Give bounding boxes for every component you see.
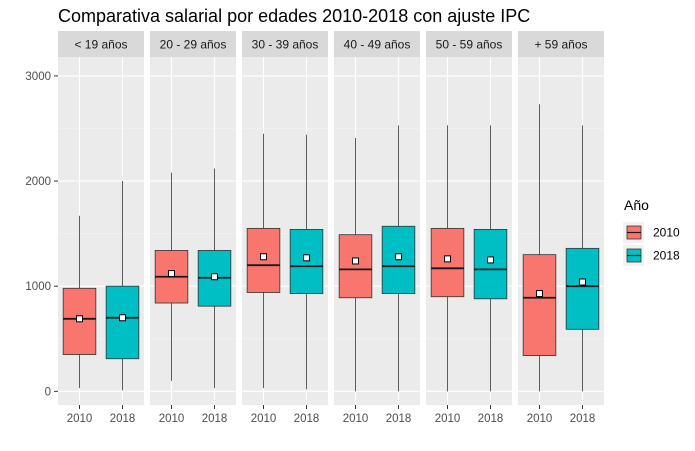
mean-marker (579, 278, 586, 286)
mean-marker (395, 253, 402, 261)
box-2010 (62, 215, 97, 389)
facet-panel: 50 - 59 años 2010 2018 (426, 31, 512, 425)
box-2018 (197, 168, 232, 389)
x-tick-label: 2010 (343, 413, 369, 425)
mean-marker (536, 290, 543, 298)
panel-background (150, 57, 236, 405)
box-rect (430, 227, 465, 298)
facet-strip (242, 31, 328, 57)
facet-panel: + 59 años 2010 2018 (518, 31, 604, 425)
facet-strip-label: 40 - 49 años (344, 38, 411, 52)
y-tick-label: 1000 (25, 281, 51, 293)
x-tick-label: 2010 (67, 413, 93, 425)
box-rect (246, 227, 281, 293)
facet-panel: 20 - 29 años 2010 2018 (150, 31, 236, 425)
facet-strip-label: + 59 años (534, 38, 587, 52)
x-tick-label: 2018 (294, 413, 320, 425)
x-tick-label: 2018 (386, 413, 412, 425)
mean-marker (352, 257, 359, 265)
box-2010 (522, 104, 557, 392)
facet-strip-label: 20 - 29 años (160, 38, 227, 52)
facet-strip (426, 31, 512, 57)
legend-label: 2010 (653, 226, 680, 240)
box-rect (289, 229, 324, 294)
mean-marker (76, 315, 83, 323)
facet-panel: 30 - 39 años 2010 2018 (242, 31, 328, 425)
legend: Año 2010 2018 (623, 197, 680, 266)
mean-marker (487, 256, 494, 264)
x-tick-label: 2018 (570, 413, 596, 425)
mean-marker (119, 314, 126, 322)
y-tick-label: 0 (45, 386, 51, 398)
box-2010 (154, 172, 189, 381)
facet-panel: < 19 años 2010 2018 (58, 31, 144, 425)
facet-strip (518, 31, 604, 57)
facet-strip (58, 31, 144, 57)
box-2018 (289, 134, 324, 390)
box-2018 (565, 125, 600, 392)
mean-marker (303, 254, 310, 262)
x-tick-label: 2010 (435, 413, 461, 425)
box-2018 (105, 181, 140, 391)
x-tick-label: 2010 (527, 413, 553, 425)
box-rect (338, 234, 373, 299)
box-rect (522, 254, 557, 356)
mean-marker (444, 255, 451, 263)
facet-strip-label: 30 - 39 años (252, 38, 319, 52)
box-2010 (430, 125, 465, 392)
box-2010 (338, 137, 373, 392)
x-tick-label: 2018 (478, 413, 504, 425)
box-2018 (473, 125, 508, 392)
legend-label: 2018 (653, 249, 680, 263)
x-tick-label: 2010 (159, 413, 185, 425)
y-tick-label: 2000 (25, 176, 51, 188)
facet-panel: 40 - 49 años 2010 2018 (334, 31, 420, 425)
box-rect (565, 247, 600, 330)
legend-title: Año (624, 197, 649, 213)
facet-strip-label: < 19 años (74, 38, 127, 52)
facet-strip-label: 50 - 59 años (436, 38, 503, 52)
mean-marker (211, 273, 218, 281)
facet-strip (150, 31, 236, 57)
y-axis: 0 1000 2000 3000 (25, 71, 58, 398)
facet-strip (334, 31, 420, 57)
mean-marker (168, 270, 175, 278)
mean-marker (260, 253, 267, 261)
chart-title: Comparativa salarial por edades 2010-201… (58, 6, 530, 26)
box-rect (105, 285, 140, 360)
box-2018 (381, 125, 416, 392)
x-tick-label: 2010 (251, 413, 277, 425)
x-tick-label: 2018 (110, 413, 136, 425)
box-rect (473, 229, 508, 300)
x-tick-label: 2018 (202, 413, 228, 425)
y-tick-label: 3000 (25, 71, 51, 83)
box-2010 (246, 133, 281, 389)
